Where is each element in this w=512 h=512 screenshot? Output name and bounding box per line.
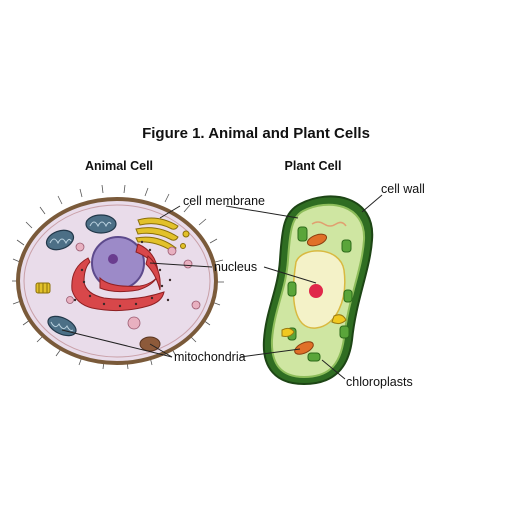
label-mitochondria: mitochondria (174, 350, 246, 364)
plant-cell (262, 195, 374, 386)
mitochondrion-top (85, 214, 117, 234)
figure-title: Figure 1. Animal and Plant Cells (142, 125, 370, 142)
plant-nucleolus (309, 284, 323, 298)
centrioles (35, 282, 51, 294)
label-nucleus: nucleus (214, 260, 257, 274)
animal-nucleus (91, 236, 145, 290)
mitochondrion-top-left (45, 229, 75, 251)
label-chloroplasts: chloroplasts (346, 375, 413, 389)
vesicles (66, 242, 201, 330)
plant-er (311, 221, 347, 227)
leader-lines (61, 194, 383, 380)
animal-cell (12, 184, 224, 370)
animal-cell-heading: Animal Cell (85, 159, 153, 173)
ribosomes (73, 240, 172, 308)
plant-mitochondria (294, 233, 328, 355)
label-cell-wall: cell wall (381, 182, 425, 196)
label-cell-membrane: cell membrane (183, 194, 265, 208)
plant-golgi (281, 314, 347, 337)
animal-nucleolus (108, 254, 118, 264)
golgi-apparatus (135, 217, 190, 251)
plant-cell-heading: Plant Cell (285, 159, 342, 173)
mitochondrion-bottom-left (47, 315, 77, 337)
animal-cell-hairs (12, 184, 224, 370)
